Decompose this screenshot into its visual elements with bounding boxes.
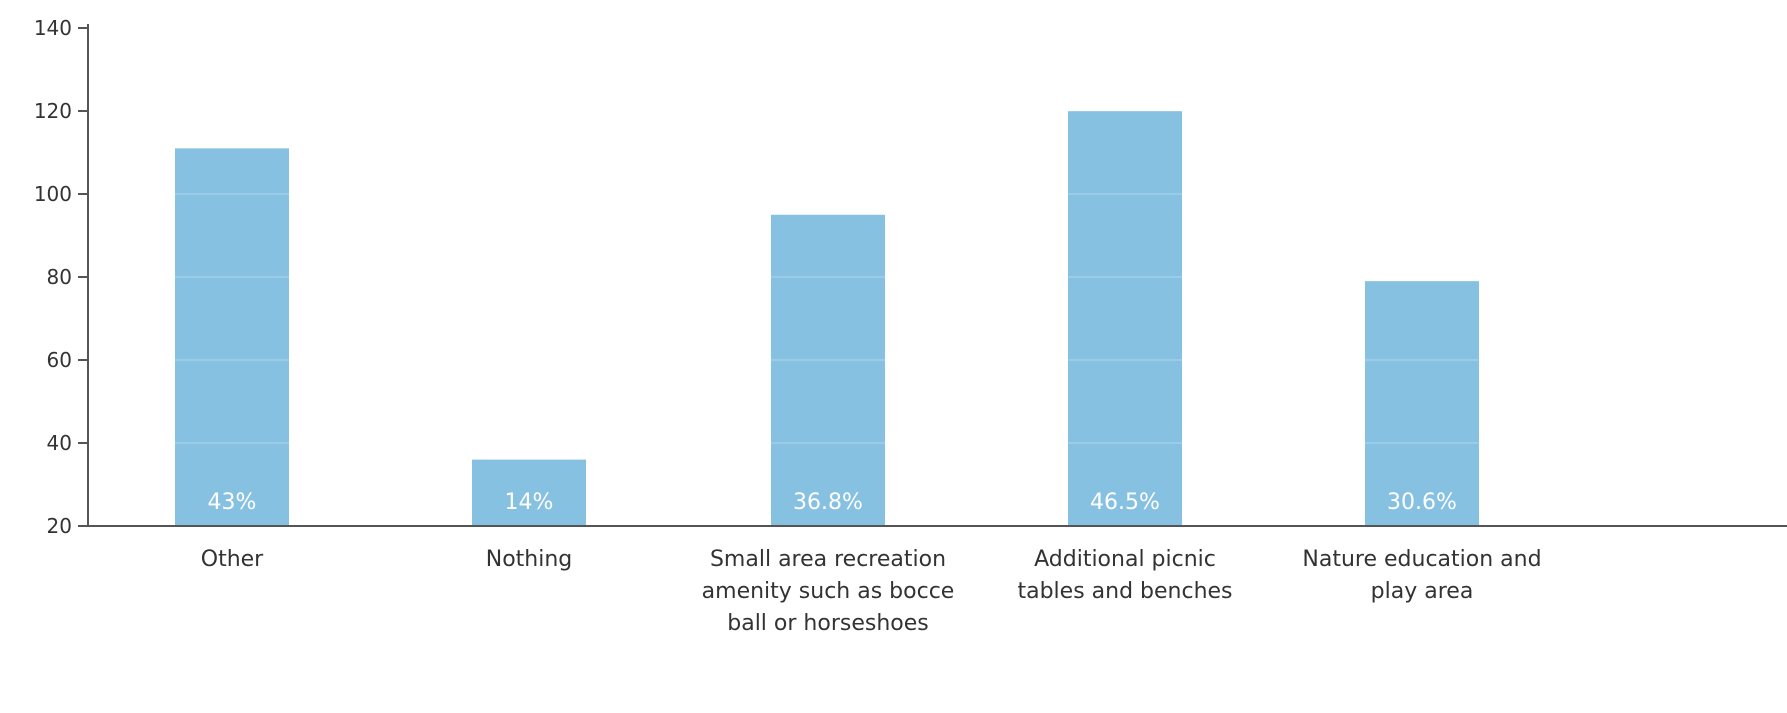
y-tick-label-6: 140 xyxy=(34,16,72,40)
y-tick-label-2: 60 xyxy=(47,348,72,372)
y-tick-label-5: 120 xyxy=(34,99,72,123)
data-label-0: 43% xyxy=(208,490,257,515)
x-category-label-line-4-0: Nature education and xyxy=(1302,547,1541,572)
axes-group xyxy=(78,24,1787,527)
x-category-label-2: Small area recreation amenity such as boc… xyxy=(702,547,955,636)
x-category-label-line-4-1: play area xyxy=(1371,579,1474,604)
x-category-labels-group: Other Nothing Small area recreation amenity… xyxy=(201,547,1542,636)
x-category-label-line-2-2: ball or horseshoes xyxy=(727,611,928,636)
x-category-label-4: Nature education and play area xyxy=(1302,547,1541,604)
data-label-1: 14% xyxy=(505,490,554,515)
y-tick-labels-group: 20 40 60 80 100 120 140 xyxy=(34,16,72,538)
bar-2 xyxy=(771,214,885,526)
data-label-2: 36.8% xyxy=(793,490,863,515)
bar-1 xyxy=(472,459,586,526)
x-category-label-line-1-0: Nothing xyxy=(486,547,573,572)
x-category-label-line-2-0: Small area recreation xyxy=(710,547,946,572)
y-tick-label-1: 40 xyxy=(47,431,72,455)
x-category-label-3: Additional picnic tables and benches xyxy=(1017,547,1232,604)
bar-0 xyxy=(175,148,289,526)
bar-3 xyxy=(1068,111,1182,526)
data-label-3: 46.5% xyxy=(1090,490,1160,515)
y-tick-label-4: 100 xyxy=(34,182,72,206)
y-tick-label-3: 80 xyxy=(47,265,72,289)
bar-4 xyxy=(1365,281,1479,526)
y-tick-label-0: 20 xyxy=(47,514,72,538)
x-category-label-line-3-1: tables and benches xyxy=(1017,579,1232,604)
x-category-label-line-0-0: Other xyxy=(201,547,264,572)
x-category-label-1: Nothing xyxy=(486,547,573,572)
x-category-label-line-3-0: Additional picnic xyxy=(1034,547,1216,572)
x-category-label-line-2-1: amenity such as bocce xyxy=(702,579,955,604)
gridlines-group xyxy=(88,27,1787,444)
x-category-label-0: Other xyxy=(201,547,264,572)
data-label-4: 30.6% xyxy=(1387,490,1457,515)
bars-group xyxy=(175,111,1479,526)
data-labels-group: 43% 14% 36.8% 46.5% 30.6% xyxy=(208,490,1457,515)
